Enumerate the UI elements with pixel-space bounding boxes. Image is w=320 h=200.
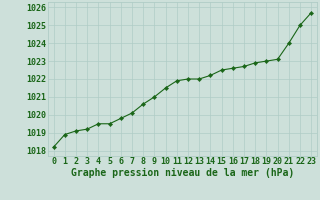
X-axis label: Graphe pression niveau de la mer (hPa): Graphe pression niveau de la mer (hPa) bbox=[71, 168, 294, 178]
